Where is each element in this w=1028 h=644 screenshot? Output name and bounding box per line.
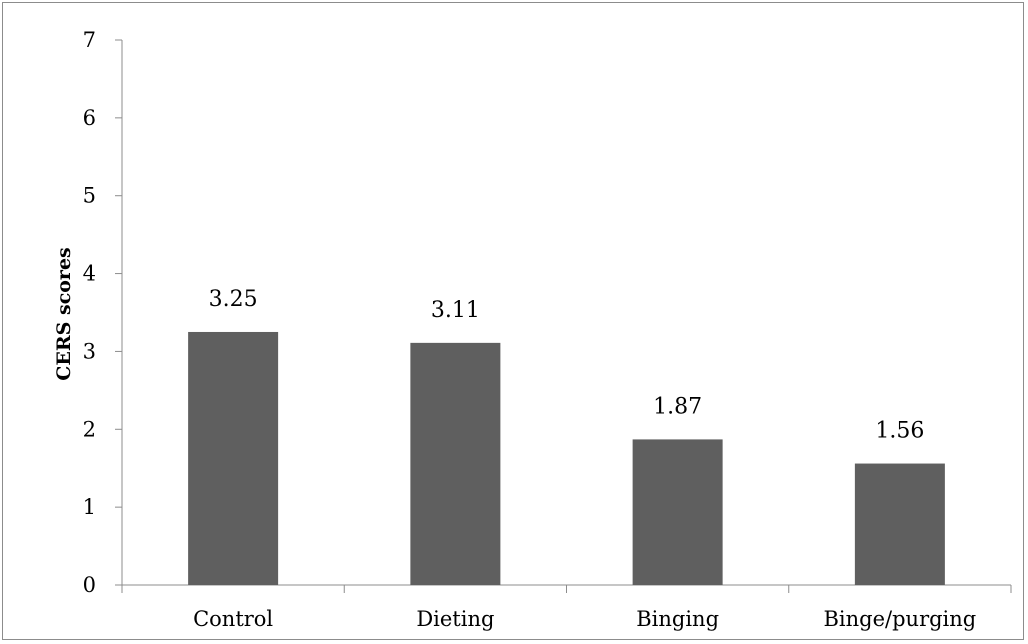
y-tick-label: 7 (83, 28, 96, 52)
y-tick-label: 5 (83, 184, 96, 208)
y-axis-title: CERS scores (53, 247, 75, 380)
bar-4 (854, 463, 945, 585)
bar-value-label: 1.87 (653, 394, 702, 419)
bars (188, 331, 945, 585)
x-category-label: Binge/purging (823, 607, 976, 631)
bar-1 (188, 331, 279, 585)
y-tick-label: 4 (83, 262, 96, 286)
x-axis: Control Dieting Binging Binge/purging (121, 584, 1012, 631)
bar-3 (632, 439, 723, 585)
bar-2 (410, 342, 501, 585)
y-tick-label: 6 (83, 106, 96, 130)
y-tick-label: 0 (83, 573, 96, 597)
data-labels: 3.25 3.11 1.87 1.56 (209, 287, 925, 444)
bar-value-label: 3.25 (209, 287, 258, 312)
bar-value-label: 1.56 (875, 419, 924, 444)
bar-value-label: 3.11 (431, 298, 480, 323)
x-category-label: Dieting (416, 607, 494, 631)
y-tick-label: 1 (83, 495, 96, 519)
y-tick-label: 2 (83, 417, 96, 441)
y-tick-label: 3 (83, 339, 96, 363)
x-category-label: Binging (636, 607, 719, 631)
y-axis: 0 1 2 3 4 5 6 7 (83, 28, 123, 597)
x-category-label: Control (193, 607, 273, 631)
